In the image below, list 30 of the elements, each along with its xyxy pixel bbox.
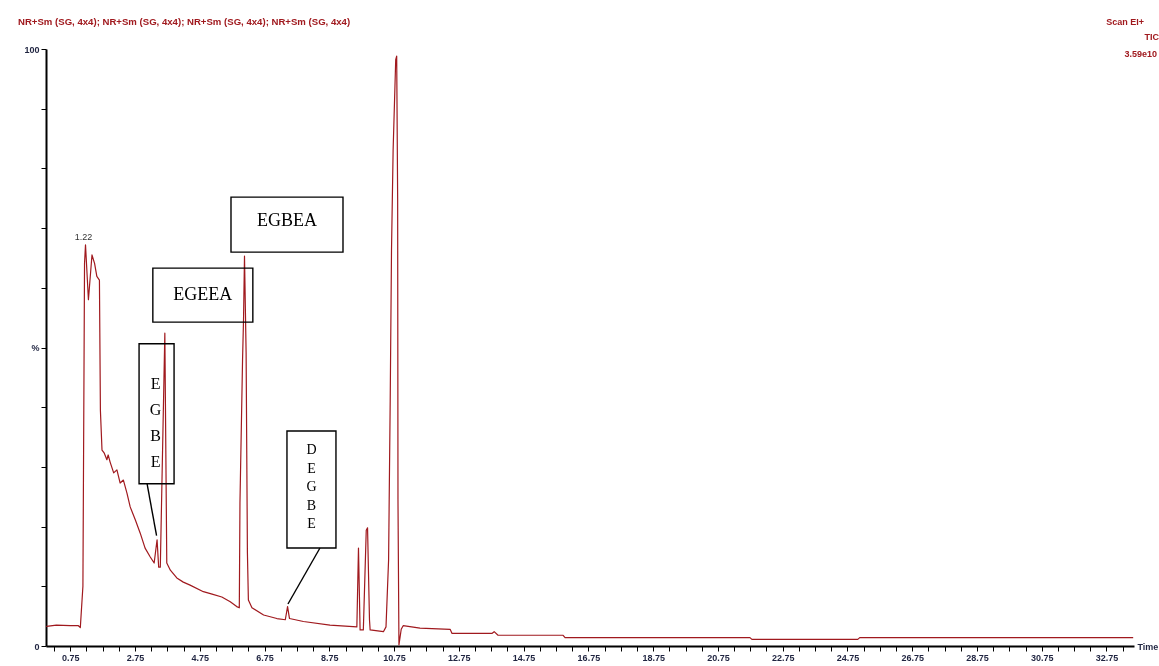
annotation: 3.59e10 <box>1124 49 1157 59</box>
x-tick-label: 16.75 <box>577 652 601 663</box>
x-tick-label: 0.75 <box>62 652 80 663</box>
annotation: EGBE <box>149 374 162 470</box>
x-tick-label: 2.75 <box>126 652 145 663</box>
x-tick-label: 32.75 <box>1095 652 1119 663</box>
x-tick-label: 6.75 <box>256 652 274 663</box>
x-tick-label: 22.75 <box>771 652 795 663</box>
x-tick-label: 20.75 <box>707 652 730 663</box>
y-tick-label: 0 <box>34 641 40 652</box>
x-tick-label: 8.75 <box>321 652 339 663</box>
annotation: 1.22 <box>74 231 93 242</box>
x-tick-label: 24.75 <box>836 652 860 663</box>
text: TIC <box>1144 32 1159 42</box>
x-tick-label: 10.75 <box>383 652 406 663</box>
y-tick-label: % <box>31 343 40 353</box>
x-tick-label: 26.75 <box>901 652 924 663</box>
text: Scan EI+ <box>1106 17 1144 27</box>
x-tick-label: 14.75 <box>512 652 536 663</box>
x-axis-title: Time <box>1137 641 1159 652</box>
annotation: EGBEA <box>257 209 317 230</box>
y-tick-label: 100 <box>24 44 40 55</box>
x-tick-label: 30.75 <box>1030 652 1054 663</box>
x-tick-label: 28.75 <box>966 652 989 663</box>
annotation: EGEEA <box>173 284 233 305</box>
annotation: DEGBE <box>306 442 317 532</box>
x-tick-label: 18.75 <box>642 652 665 663</box>
x-tick-label: 12.75 <box>448 652 471 663</box>
chart-title: NR+Sm (SG, 4x4); NR+Sm (SG, 4x4); NR+Sm (SG, 4x4); NR+Sm (SG, 4x4) <box>18 16 351 27</box>
x-tick-label: 4.75 <box>191 652 210 663</box>
